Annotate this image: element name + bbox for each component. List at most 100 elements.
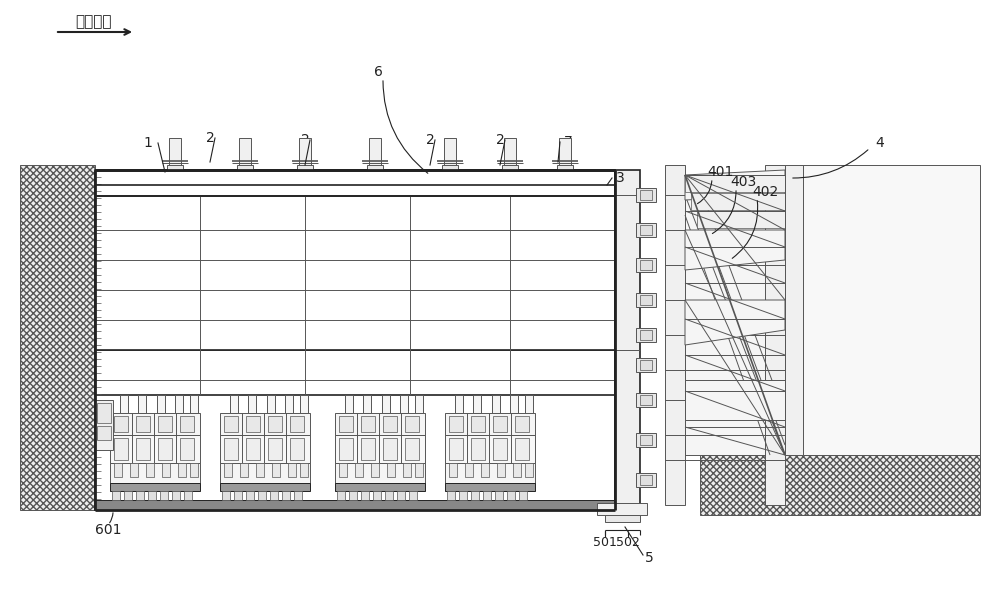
Bar — [300, 463, 308, 477]
Text: 502: 502 — [616, 535, 640, 548]
Bar — [525, 463, 533, 477]
Polygon shape — [697, 211, 785, 228]
Bar — [515, 438, 529, 460]
Bar — [405, 416, 419, 432]
Bar — [114, 438, 128, 460]
Bar — [339, 416, 353, 432]
Bar — [180, 416, 194, 432]
Bar — [640, 190, 652, 200]
Bar — [785, 165, 803, 455]
Bar — [234, 491, 242, 500]
Bar — [636, 293, 656, 307]
Bar — [146, 463, 154, 477]
Bar — [285, 395, 293, 413]
Polygon shape — [685, 380, 785, 420]
Bar — [158, 438, 172, 460]
Text: 403: 403 — [730, 175, 756, 189]
Bar — [640, 295, 652, 305]
Bar — [339, 438, 353, 460]
Bar — [640, 360, 652, 370]
Bar — [442, 165, 458, 170]
Bar — [157, 395, 165, 413]
Bar — [459, 491, 467, 500]
Bar — [510, 395, 518, 413]
Bar — [95, 170, 615, 510]
Bar — [481, 463, 489, 477]
Bar — [383, 416, 397, 432]
Text: 401: 401 — [707, 165, 733, 179]
Text: 2: 2 — [496, 133, 504, 147]
Bar — [361, 438, 375, 460]
Bar — [97, 403, 111, 423]
Bar — [220, 435, 310, 463]
Bar — [525, 395, 533, 413]
Text: 501: 501 — [593, 535, 617, 548]
Bar — [502, 165, 518, 170]
Bar — [114, 463, 122, 477]
Bar — [224, 463, 232, 477]
Bar — [415, 463, 423, 477]
Bar — [112, 491, 120, 500]
Bar — [515, 416, 529, 432]
Polygon shape — [691, 193, 785, 210]
Bar — [267, 395, 275, 413]
Bar — [605, 515, 640, 522]
Bar — [190, 395, 198, 413]
Bar — [385, 491, 393, 500]
Bar — [220, 413, 310, 435]
Bar — [335, 413, 425, 435]
Bar — [415, 395, 423, 413]
Bar — [471, 438, 485, 460]
Bar — [363, 395, 371, 413]
Bar — [371, 463, 379, 477]
Bar — [169, 138, 181, 170]
Bar — [224, 416, 238, 432]
Text: 4: 4 — [876, 136, 884, 150]
Bar — [337, 491, 345, 500]
Bar — [636, 328, 656, 342]
Bar — [97, 426, 111, 440]
Bar — [397, 491, 405, 500]
Bar — [445, 483, 535, 491]
Bar — [335, 463, 425, 483]
Polygon shape — [685, 300, 785, 345]
Bar — [445, 463, 535, 483]
Bar — [148, 491, 156, 500]
Bar — [640, 435, 652, 445]
Bar — [409, 491, 417, 500]
Bar — [513, 463, 521, 477]
Bar — [471, 491, 479, 500]
Bar — [483, 491, 491, 500]
Bar — [237, 165, 253, 170]
Polygon shape — [685, 230, 785, 270]
Polygon shape — [700, 455, 980, 515]
Bar — [160, 491, 168, 500]
Text: 6: 6 — [374, 65, 382, 79]
Bar — [95, 500, 615, 510]
Bar — [282, 491, 290, 500]
Bar — [636, 473, 656, 487]
Bar — [180, 438, 194, 460]
Bar — [493, 438, 507, 460]
Bar — [455, 395, 463, 413]
Bar — [640, 225, 652, 235]
Bar — [449, 438, 463, 460]
Bar — [640, 330, 652, 340]
Bar — [138, 395, 146, 413]
Bar — [765, 165, 785, 505]
Bar — [383, 438, 397, 460]
Bar — [403, 463, 411, 477]
Bar — [504, 138, 516, 170]
Bar — [449, 463, 457, 477]
Bar — [136, 438, 150, 460]
Bar — [445, 413, 535, 435]
Text: 2: 2 — [206, 131, 214, 145]
Text: 3: 3 — [616, 171, 624, 185]
Polygon shape — [685, 170, 785, 200]
Bar — [507, 491, 515, 500]
Bar — [615, 170, 640, 510]
Bar — [167, 165, 183, 170]
Bar — [367, 165, 383, 170]
Text: 2: 2 — [301, 133, 309, 147]
Bar — [640, 395, 652, 405]
